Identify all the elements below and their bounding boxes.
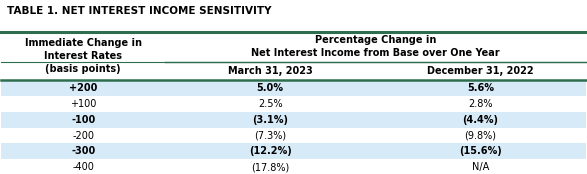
Text: +200: +200 — [69, 83, 97, 93]
Text: -100: -100 — [71, 115, 95, 125]
Text: (4.4%): (4.4%) — [463, 115, 498, 125]
Text: (15.6%): (15.6%) — [459, 146, 502, 156]
Text: 2.8%: 2.8% — [468, 99, 492, 109]
Bar — [1, 143, 586, 159]
Bar — [165, 62, 375, 80]
Text: 2.5%: 2.5% — [258, 99, 282, 109]
Bar — [1, 32, 165, 80]
Text: (7.3%): (7.3%) — [254, 130, 286, 141]
Bar — [1, 96, 586, 112]
Text: (9.8%): (9.8%) — [464, 130, 497, 141]
Text: -300: -300 — [71, 146, 95, 156]
Text: N/A: N/A — [472, 162, 489, 172]
Text: December 31, 2022: December 31, 2022 — [427, 66, 534, 76]
Bar — [1, 112, 586, 128]
Text: Percentage Change in
Net Interest Income from Base over One Year: Percentage Change in Net Interest Income… — [251, 35, 500, 58]
Text: March 31, 2023: March 31, 2023 — [228, 66, 312, 76]
Text: 5.0%: 5.0% — [257, 83, 284, 93]
Bar — [375, 62, 586, 80]
Text: -400: -400 — [72, 162, 94, 172]
Text: (3.1%): (3.1%) — [252, 115, 288, 125]
Text: -200: -200 — [72, 130, 94, 141]
Text: TABLE 1. NET INTEREST INCOME SENSITIVITY: TABLE 1. NET INTEREST INCOME SENSITIVITY — [7, 6, 272, 16]
Bar — [1, 80, 586, 96]
Bar — [165, 32, 586, 62]
Text: (12.2%): (12.2%) — [249, 146, 292, 156]
Bar — [1, 128, 586, 143]
Text: 5.6%: 5.6% — [467, 83, 494, 93]
Text: Immediate Change in
Interest Rates
(basis points): Immediate Change in Interest Rates (basi… — [25, 38, 141, 74]
Bar — [1, 159, 586, 174]
Text: (17.8%): (17.8%) — [251, 162, 289, 172]
Text: +100: +100 — [70, 99, 96, 109]
